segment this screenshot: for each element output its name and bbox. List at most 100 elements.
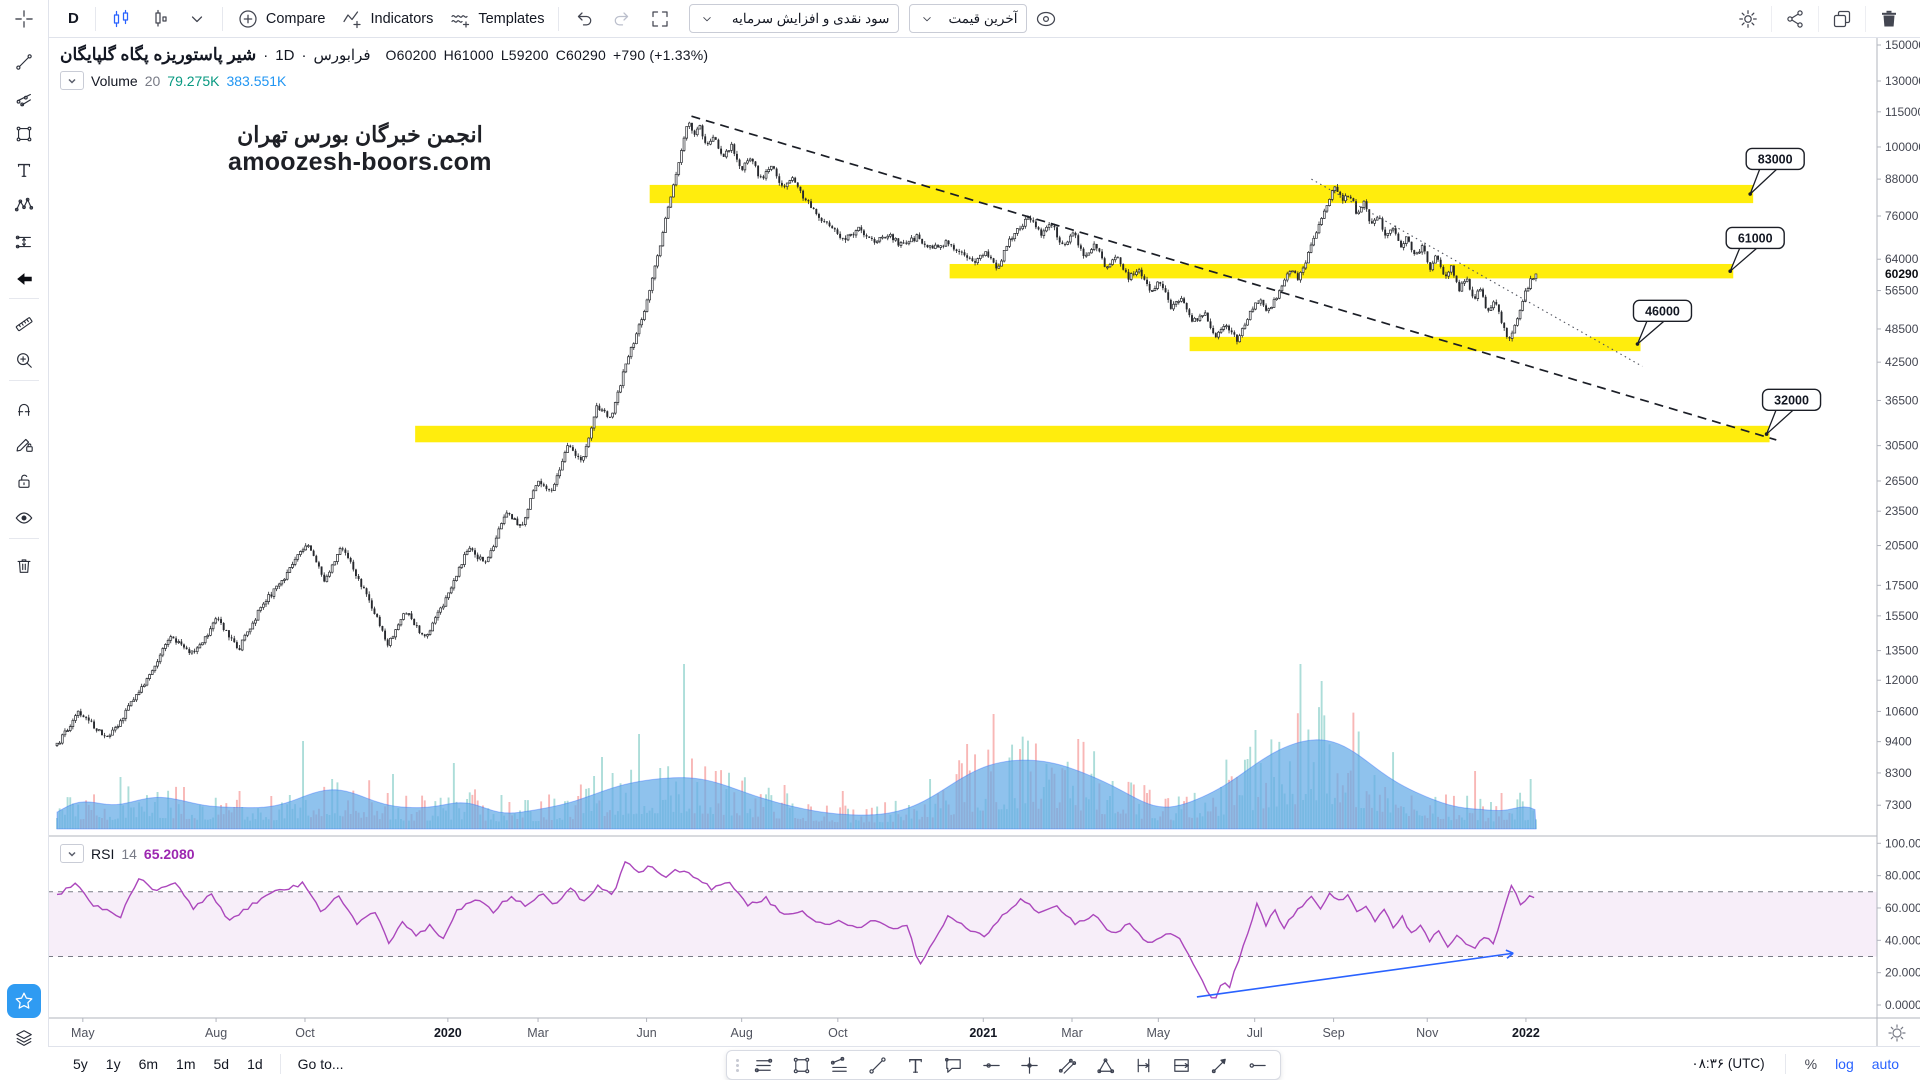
trendline-dashed[interactable] — [691, 115, 1777, 441]
bars-style-button[interactable] — [140, 4, 178, 34]
tool-arrow-marker-button[interactable] — [8, 263, 40, 295]
templates-button[interactable]: Templates — [441, 4, 552, 34]
tool-trend-line-button[interactable] — [8, 46, 40, 78]
top-toolbar: D Compare Indicators Templates سود نقدی … — [0, 0, 1920, 38]
price-tick-label: 10600 — [1885, 704, 1919, 718]
tool-projection-button[interactable] — [8, 226, 40, 258]
tool-eye-button[interactable] — [8, 502, 40, 534]
palette-date-range-button[interactable] — [1124, 1052, 1162, 1078]
price-tick-label: 7300 — [1885, 798, 1912, 812]
compare-button[interactable]: Compare — [229, 4, 334, 34]
tool-pitchfork-button[interactable] — [8, 83, 40, 115]
fullscreen-button[interactable] — [641, 4, 679, 34]
callout-box-32000[interactable] — [1761, 388, 1822, 411]
palette-trend-line-button[interactable] — [858, 1052, 896, 1078]
palette-arrow-button[interactable] — [1200, 1052, 1238, 1078]
visibility-button[interactable] — [1027, 4, 1065, 34]
volume-collapse-button[interactable] — [60, 71, 84, 90]
log-scale-button[interactable]: log — [1828, 1052, 1861, 1076]
compare-label: Compare — [265, 10, 326, 27]
sun-icon[interactable] — [1888, 1024, 1906, 1042]
price-mode-dropdown[interactable]: آخرین قیمت — [909, 4, 1028, 33]
time-tick-label: Jun — [637, 1026, 657, 1040]
chevron-down-icon — [699, 11, 715, 27]
tool-ruler-button[interactable] — [8, 308, 40, 340]
zone-32000[interactable] — [415, 425, 1770, 443]
redo-button[interactable] — [603, 4, 641, 34]
zone-83000[interactable] — [649, 184, 1754, 204]
time-axis-bg[interactable] — [48, 1018, 1920, 1046]
auto-scale-button[interactable]: auto — [1865, 1052, 1906, 1076]
rsi-arrow-head — [1505, 949, 1514, 954]
zone-46000[interactable] — [1189, 336, 1641, 352]
time-tick-label: Oct — [295, 1026, 315, 1040]
tool-lock-open-button[interactable] — [8, 465, 40, 497]
arrow-marker-icon — [14, 267, 34, 291]
rsi-trend-arrow[interactable] — [1196, 952, 1514, 998]
events-dropdown[interactable]: سود نقدی و افزایش سرمایه — [689, 4, 900, 33]
clock[interactable]: ۰۸:۳۶ (UTC) — [1691, 1055, 1765, 1071]
palette-rectangle-button[interactable] — [782, 1052, 820, 1078]
bottom-toolbar: 5y 1y 6m 1m 5d 1d Go to... ۰۸:۳۶ (UTC) %… — [48, 1046, 1920, 1080]
toolbar-separator — [279, 1053, 281, 1074]
object-tree-button[interactable] — [8, 1022, 40, 1054]
price-axis-bg[interactable] — [1877, 38, 1920, 1046]
palette-horizontal-ray-button[interactable] — [1238, 1052, 1276, 1078]
layout-button[interactable] — [1821, 4, 1863, 34]
tool-text-button[interactable] — [8, 154, 40, 186]
callout-box-46000[interactable] — [1632, 299, 1693, 323]
delete-button[interactable] — [1868, 4, 1910, 34]
drawing-toolbar — [0, 0, 49, 1080]
symbol-name[interactable]: شیر پاستوریزه پگاه گلپایگان — [60, 45, 257, 64]
trendline-dotted[interactable] — [1311, 178, 1643, 367]
rsi-tick-label: 60.0000 — [1885, 901, 1920, 915]
palette-date-price-range-button[interactable] — [1162, 1052, 1200, 1078]
tool-zoom-in-button[interactable] — [8, 344, 40, 376]
range-5y-button[interactable]: 5y — [64, 1052, 97, 1076]
range-1d-button[interactable]: 1d — [238, 1052, 272, 1076]
interval-button[interactable]: D — [58, 4, 89, 34]
up-candles — [55, 122, 1538, 746]
percent-scale-button[interactable]: % — [1798, 1052, 1824, 1076]
range-5d-button[interactable]: 5d — [205, 1052, 239, 1076]
redo-icon — [611, 8, 633, 30]
tool-drawing-lock-button[interactable] — [8, 428, 40, 460]
indicators-button[interactable]: Indicators — [333, 4, 441, 34]
date-range-icon — [1133, 1055, 1154, 1076]
range-1y-button[interactable]: 1y — [97, 1052, 130, 1076]
rsi-tick-label: 20.0000 — [1885, 966, 1920, 980]
palette-callout-button[interactable] — [934, 1052, 972, 1078]
tool-rectangle-button[interactable] — [8, 118, 40, 150]
palette-drag-handle[interactable] — [731, 1058, 744, 1072]
tool-magnet-button[interactable] — [8, 393, 40, 425]
callout-box-61000[interactable] — [1725, 226, 1785, 250]
layers-icon — [14, 1026, 34, 1050]
goto-button[interactable]: Go to... — [289, 1052, 353, 1076]
trend-line-icon — [14, 50, 34, 74]
palette-parallel-lines-button[interactable] — [744, 1052, 782, 1078]
palette-horizontal-line-button[interactable] — [972, 1052, 1010, 1078]
undo-button[interactable] — [565, 4, 603, 34]
palette-cross-line-button[interactable] — [1010, 1052, 1048, 1078]
callout-box-83000[interactable] — [1745, 147, 1805, 171]
rsi-collapse-button[interactable] — [60, 844, 84, 863]
tool-xabcd-pattern-button[interactable] — [8, 189, 40, 221]
interval-value[interactable]: 1D — [275, 46, 295, 64]
range-6m-button[interactable]: 6m — [130, 1052, 167, 1076]
candles-style-button[interactable] — [102, 4, 140, 34]
zone-61000[interactable] — [949, 263, 1734, 279]
favorites-button[interactable] — [7, 984, 41, 1018]
tool-crosshair-button[interactable] — [8, 3, 40, 35]
style-menu-button[interactable] — [178, 4, 216, 34]
tool-trash-button[interactable] — [8, 550, 40, 582]
palette-disjoint-channel-button[interactable] — [820, 1052, 858, 1078]
open-value: O60200 — [385, 47, 437, 63]
palette-text-button[interactable] — [896, 1052, 934, 1078]
settings-button[interactable] — [1727, 4, 1769, 34]
palette-triangle-button[interactable] — [1086, 1052, 1124, 1078]
price-chart-svg[interactable]: 83000 61000 46000 32000 150000 130000 115000 10… — [48, 38, 1920, 1046]
share-button[interactable] — [1774, 4, 1816, 34]
price-tick-label: 15500 — [1885, 609, 1919, 623]
range-1m-button[interactable]: 1m — [167, 1052, 204, 1076]
palette-parallel-channel-button[interactable] — [1048, 1052, 1086, 1078]
